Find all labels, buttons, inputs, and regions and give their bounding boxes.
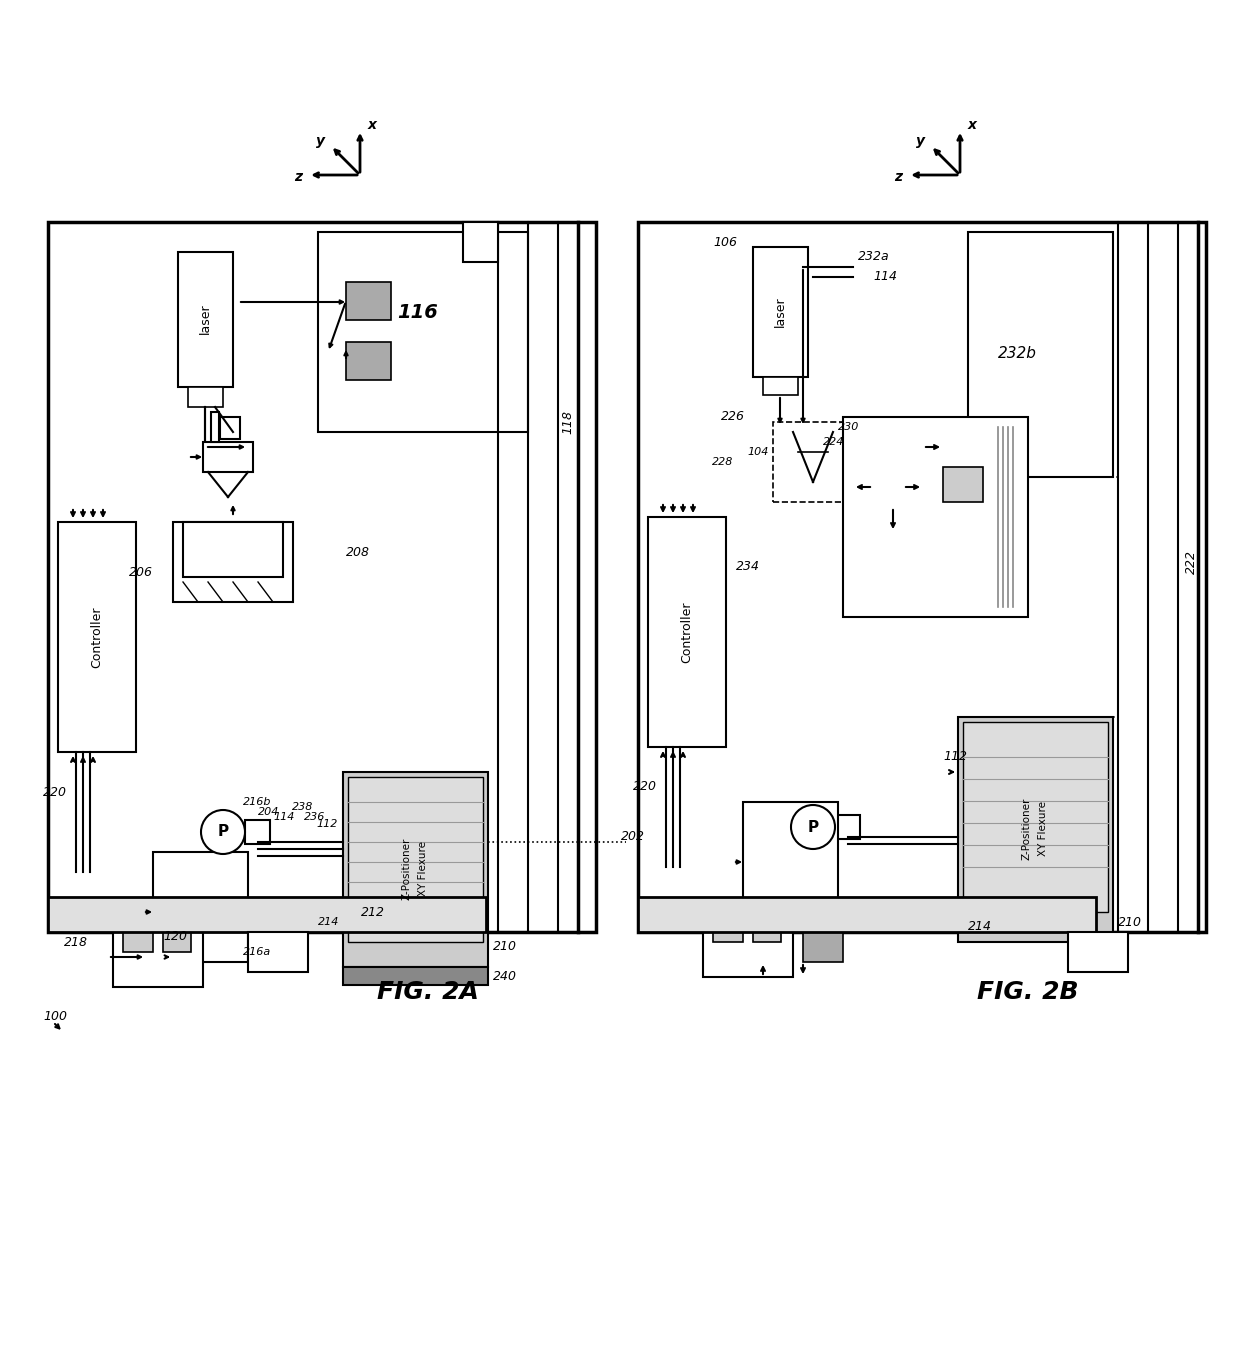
Text: 100: 100 (43, 1010, 67, 1023)
Text: 118: 118 (562, 410, 574, 434)
Text: 114: 114 (873, 270, 897, 284)
Text: 236: 236 (304, 813, 325, 822)
Bar (211, 412, 219, 442)
Text: 218: 218 (64, 936, 88, 949)
Text: x: x (368, 118, 377, 132)
Text: 216a: 216a (243, 946, 272, 957)
Text: 232a: 232a (858, 250, 889, 264)
Bar (1198, 222, 1207, 932)
Bar (343, 772, 489, 967)
Bar (188, 387, 223, 407)
Text: 214: 214 (968, 921, 992, 933)
Bar (773, 422, 853, 502)
Text: 228: 228 (712, 457, 734, 466)
Text: 230: 230 (838, 422, 859, 433)
Text: Z-Positioner: Z-Positioner (402, 838, 412, 900)
Text: 224: 224 (823, 437, 844, 448)
Bar (713, 922, 743, 942)
Text: 216b: 216b (243, 796, 272, 807)
Bar (48, 222, 596, 932)
Bar (463, 222, 498, 262)
Bar (48, 896, 486, 932)
Text: Z-Positioner: Z-Positioner (1022, 798, 1032, 860)
Text: x: x (968, 118, 977, 132)
Text: 112: 112 (942, 750, 967, 764)
Text: 202: 202 (621, 830, 645, 844)
Text: 104: 104 (748, 448, 769, 457)
Text: z: z (894, 170, 903, 184)
Bar (804, 917, 843, 963)
Bar (753, 922, 781, 942)
Text: 114: 114 (273, 813, 294, 822)
Bar (346, 342, 391, 380)
Bar (58, 522, 136, 752)
Bar (753, 247, 808, 377)
Bar (153, 852, 248, 963)
Bar (113, 922, 203, 987)
Bar (639, 222, 1207, 932)
Text: y: y (916, 134, 925, 147)
Bar (317, 233, 528, 433)
Bar (219, 416, 241, 439)
Text: 222: 222 (1184, 550, 1198, 575)
Text: XY Flexure: XY Flexure (1038, 802, 1048, 857)
Bar (968, 233, 1114, 477)
Text: 232b: 232b (998, 346, 1037, 361)
Bar (248, 932, 308, 972)
Bar (763, 377, 799, 395)
Text: 238: 238 (291, 802, 312, 813)
Text: z: z (294, 170, 303, 184)
Bar (639, 896, 1096, 932)
Bar (184, 522, 283, 577)
Bar (843, 416, 1028, 617)
Bar (942, 466, 983, 502)
Bar (578, 222, 596, 932)
Text: 210: 210 (494, 941, 517, 953)
Text: laser: laser (198, 304, 212, 334)
Text: FIG. 2B: FIG. 2B (977, 980, 1079, 1005)
Bar (174, 522, 293, 602)
Text: 226: 226 (720, 411, 745, 423)
Bar (743, 802, 838, 913)
Bar (343, 967, 489, 986)
Text: 208: 208 (346, 545, 370, 558)
Text: 106: 106 (713, 235, 737, 249)
Text: 214: 214 (317, 917, 340, 927)
Text: P: P (807, 819, 818, 834)
Bar (123, 932, 153, 952)
Bar (649, 516, 725, 748)
Text: 210: 210 (1118, 915, 1142, 929)
Bar (963, 722, 1109, 913)
Circle shape (201, 810, 246, 854)
Text: Controller: Controller (681, 602, 693, 662)
Bar (1068, 932, 1128, 972)
Bar (179, 251, 233, 387)
Text: FIG. 2A: FIG. 2A (377, 980, 479, 1005)
Text: 116: 116 (398, 303, 439, 322)
Text: P: P (217, 825, 228, 840)
Text: 204: 204 (258, 807, 279, 817)
Bar (959, 717, 1114, 942)
Text: 206: 206 (129, 565, 153, 579)
Text: XY Flexure: XY Flexure (418, 841, 428, 896)
Text: 120: 120 (162, 930, 187, 944)
Text: 234: 234 (737, 561, 760, 573)
Text: 220: 220 (632, 780, 657, 794)
Bar (348, 777, 484, 942)
Text: 212: 212 (361, 906, 384, 918)
Text: Controller: Controller (91, 606, 103, 668)
Text: laser: laser (774, 296, 786, 327)
Text: 220: 220 (43, 786, 67, 799)
Bar (835, 815, 861, 840)
Circle shape (791, 804, 835, 849)
Bar (246, 821, 270, 844)
Bar (703, 913, 794, 977)
Text: y: y (316, 134, 325, 147)
Bar (346, 283, 391, 320)
Bar (162, 932, 191, 952)
Text: 112: 112 (316, 819, 339, 829)
Text: 240: 240 (494, 969, 517, 983)
Bar (203, 442, 253, 472)
